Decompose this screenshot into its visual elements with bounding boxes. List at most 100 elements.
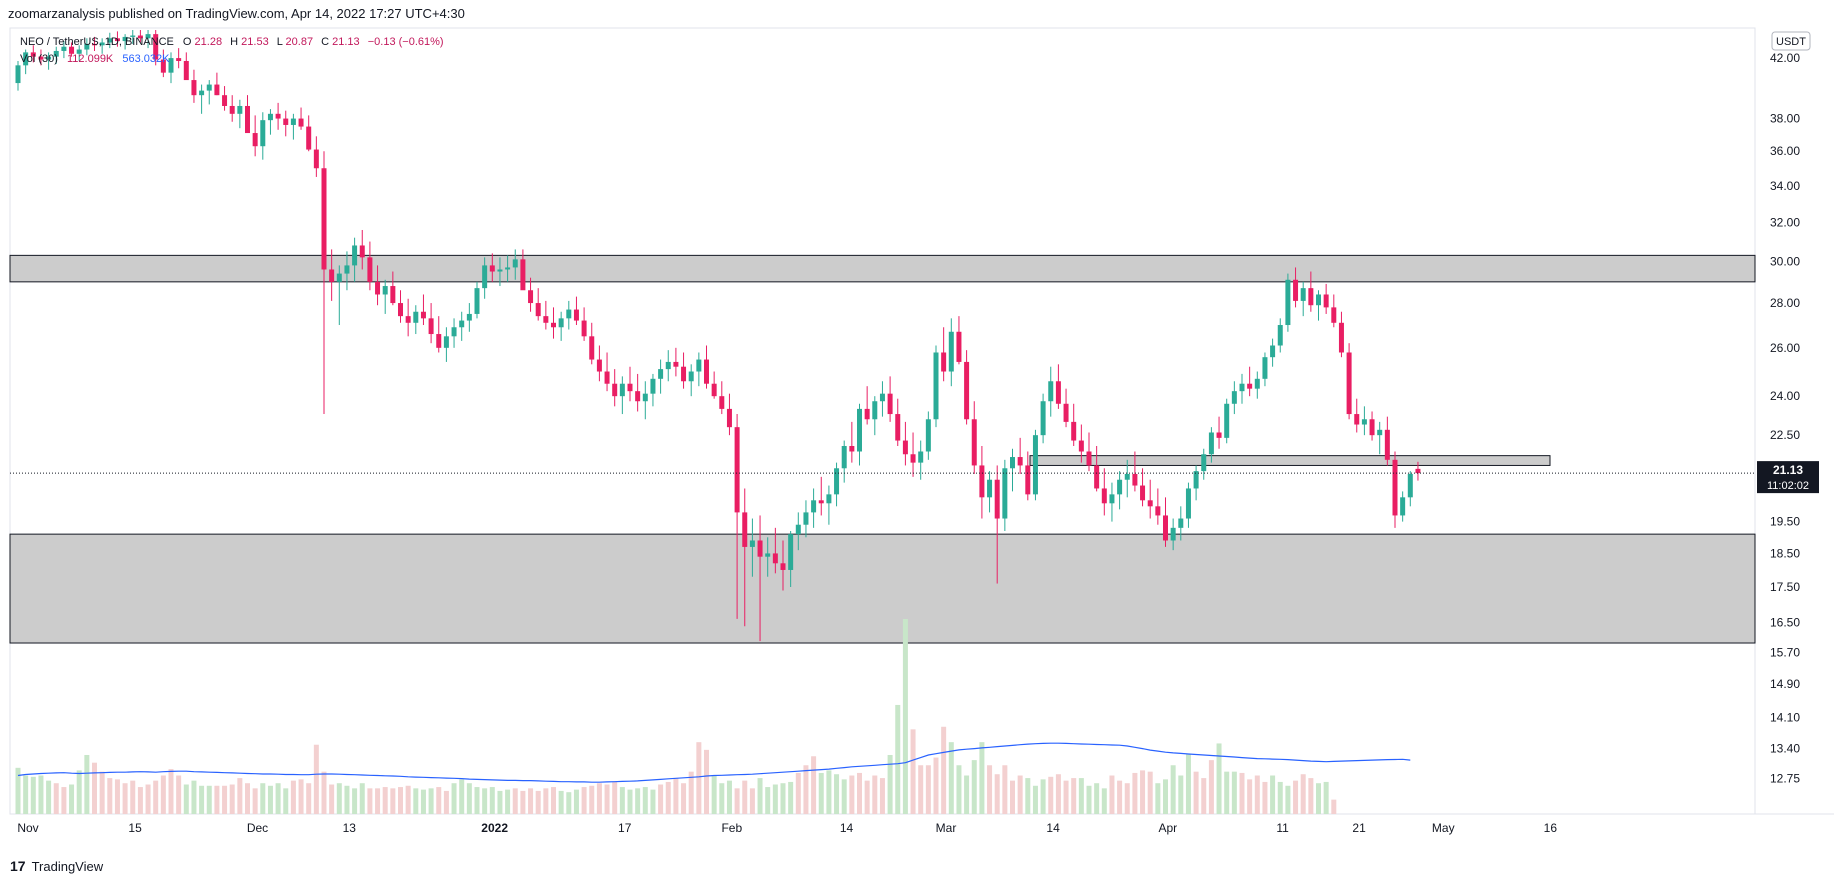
legend-vol-ma: 563.032K xyxy=(122,53,170,65)
price-tick: 42.00 xyxy=(1770,51,1800,65)
candle xyxy=(1308,271,1314,312)
volume-bar xyxy=(841,779,847,814)
volume-bar xyxy=(137,787,143,814)
candle xyxy=(283,110,289,137)
volume-bar xyxy=(834,774,840,814)
volume-bar xyxy=(520,790,526,814)
candle xyxy=(38,49,44,66)
volume-bar xyxy=(811,756,817,814)
volume-bar xyxy=(321,771,327,814)
candle xyxy=(1010,448,1015,492)
candle xyxy=(872,396,878,436)
volume-bar xyxy=(604,784,610,814)
candle xyxy=(834,462,840,507)
candle xyxy=(1017,437,1023,474)
volume-bar xyxy=(818,772,824,814)
candle xyxy=(336,265,342,326)
volume-bar xyxy=(987,765,993,814)
candle xyxy=(306,115,312,152)
volume-bar xyxy=(130,780,136,814)
publish-header: zoomarzanalysis published on TradingView… xyxy=(8,6,465,21)
volume-bar xyxy=(191,780,197,814)
candle xyxy=(1055,364,1061,409)
candle xyxy=(237,99,243,129)
candle xyxy=(619,376,625,415)
price-axis[interactable]: 42.00 38.00 36.00 34.00 32.00 30.00 28.00 26.00… xyxy=(1770,51,1800,785)
candle xyxy=(1025,451,1031,501)
candle xyxy=(61,41,67,59)
volume-bar xyxy=(512,788,518,814)
candle xyxy=(918,440,924,480)
volume-bar xyxy=(749,788,755,814)
candle xyxy=(596,345,602,382)
candle xyxy=(390,271,396,306)
candle xyxy=(902,421,908,466)
price-tick: 34.00 xyxy=(1770,179,1800,193)
candle xyxy=(206,80,212,105)
candle xyxy=(1032,429,1038,501)
legend-symbol: NEO / TetherUS, 1D, BINANCE xyxy=(20,36,174,48)
candle xyxy=(1101,468,1107,516)
volume-bar xyxy=(795,772,801,814)
candle xyxy=(168,52,174,84)
volume-bar xyxy=(1117,780,1123,814)
volume-bar xyxy=(1300,774,1306,814)
candle xyxy=(512,249,518,280)
volume-bar xyxy=(283,788,289,814)
volume-bar xyxy=(199,785,205,814)
candle xyxy=(382,279,388,314)
volume-bar xyxy=(245,783,250,814)
candle xyxy=(849,421,855,463)
candle xyxy=(505,255,511,282)
candle xyxy=(413,305,419,335)
volume-bar xyxy=(551,787,556,814)
candle xyxy=(665,350,671,382)
volume-bar xyxy=(726,780,732,814)
price-tick: 19.50 xyxy=(1770,515,1800,529)
candle xyxy=(573,296,579,326)
candles xyxy=(15,30,1421,642)
currency-badge[interactable]: USDT xyxy=(1771,31,1811,51)
plot-frame xyxy=(9,27,1756,815)
candle xyxy=(589,322,595,365)
candle xyxy=(757,515,763,642)
svg-text:Vol (30) 112.099K: Vol (30) 112.099K 563.032K xyxy=(20,53,170,65)
candle xyxy=(367,241,373,291)
candle xyxy=(107,32,113,49)
candle xyxy=(375,265,381,306)
volume-bar xyxy=(1048,776,1054,814)
volume-bar xyxy=(772,784,778,814)
volume-bar xyxy=(398,787,403,814)
candle xyxy=(321,151,327,415)
volume-bar xyxy=(1270,775,1276,814)
candle xyxy=(1293,267,1299,308)
volume-bar xyxy=(956,765,962,814)
volume-bar xyxy=(1010,780,1015,814)
volume-ma-line xyxy=(17,742,1411,783)
candle xyxy=(69,42,75,57)
time-axis[interactable]: Nov 15 Dec 13 2022 17 Feb 14 Mar 14 Apr 11 21 May 16 xyxy=(17,821,1557,835)
volume-bar xyxy=(757,778,763,814)
candle xyxy=(1407,471,1413,507)
candle xyxy=(92,36,97,51)
volume-bar xyxy=(69,784,75,814)
volume-bar xyxy=(1101,788,1107,814)
candle-countdown: 11:02:02 xyxy=(1767,480,1809,492)
candle xyxy=(956,316,962,365)
candle xyxy=(803,500,809,538)
price-tick: 14.90 xyxy=(1770,677,1800,691)
volume-bar xyxy=(1170,765,1176,814)
candle xyxy=(994,465,1000,584)
candle xyxy=(704,345,709,389)
candle xyxy=(114,31,120,47)
legend-open: 21.28 xyxy=(195,36,223,48)
candle xyxy=(818,476,824,516)
volume-bar xyxy=(910,729,916,814)
volume-bar xyxy=(879,778,885,814)
candle xyxy=(428,303,434,344)
volume-bar xyxy=(252,788,258,814)
volume-bar xyxy=(788,781,794,814)
candle xyxy=(1231,381,1237,415)
volume-bar xyxy=(1231,771,1237,814)
